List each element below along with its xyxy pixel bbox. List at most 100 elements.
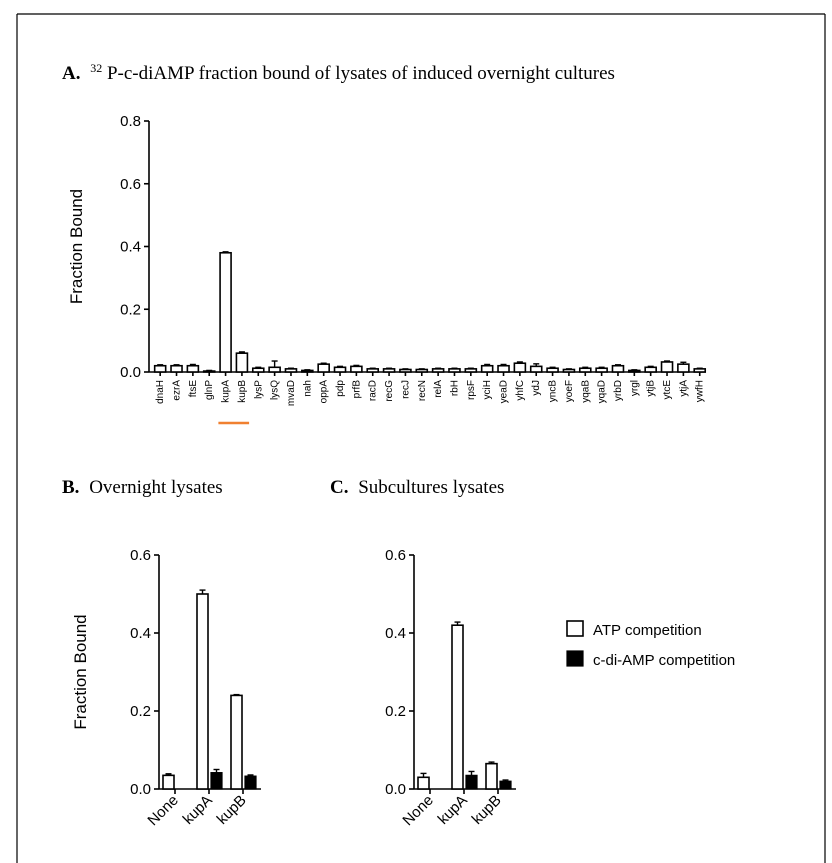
- chart-a-x-tick-label: prfB: [351, 380, 362, 399]
- chart-a-x-tick-label: ytcE: [662, 380, 673, 400]
- chart-a-y-tick-label: 0.4: [120, 239, 141, 256]
- chart-a-y-tick-label: 0.8: [120, 113, 141, 130]
- chart-a-bar-ytjB: [644, 366, 657, 373]
- chart-a-bar-kupA: [219, 251, 232, 373]
- panel-c-label: C.: [330, 477, 348, 498]
- chart-b-bar-kupA-atp: [196, 593, 209, 790]
- chart-a-bar-yncB: [546, 367, 559, 373]
- chart-a-y-tick-label: 0.6: [120, 176, 141, 193]
- chart-a-x-tick-label: recN: [417, 380, 428, 401]
- chart-b-y-axis-label: Fraction Bound: [71, 614, 90, 729]
- chart-a-x-tick-label: yhfC: [515, 380, 526, 401]
- chart-a-bar-rbH: [448, 368, 461, 373]
- chart-a-x-tick-label: oppA: [319, 380, 330, 404]
- chart-a-bar-rpsF: [464, 368, 478, 373]
- legend-swatch-cdiamp: [566, 650, 584, 667]
- panel-b-title: B. Overnight lysates: [62, 477, 223, 498]
- chart-c-bar-None-atp: [417, 776, 430, 790]
- chart-a-x-tick-label: ytjB: [646, 380, 657, 397]
- chart-a-bar-mvaD: [284, 368, 298, 373]
- chart-a-bar-yqaB: [578, 367, 592, 373]
- chart-a-bar-yeaD: [497, 364, 510, 373]
- chart-a-bar-lysP: [251, 367, 265, 373]
- chart-a-bar-glnP: [202, 370, 216, 373]
- chart-a-bar-prfB: [350, 365, 363, 373]
- chart-a-bar-dnaH: [153, 364, 167, 373]
- chart-a-bar-ytjA: [677, 363, 690, 373]
- chart-a-x-tick-label: ftsE: [188, 380, 199, 398]
- chart-a-bar-yqaD: [595, 367, 608, 373]
- chart-b-y-tick-label: 0.6: [130, 547, 151, 564]
- chart-a-y-tick-label: 0.2: [120, 301, 141, 318]
- chart-a-x-tick-label: ydJ: [531, 380, 542, 396]
- chart-b-x-tick-label: kupA: [180, 792, 216, 828]
- chart-a-bar-yoeF: [562, 368, 576, 373]
- chart-a-x-tick-label: yciH: [482, 380, 493, 399]
- chart-a-x-tick-label: ywfH: [695, 380, 706, 402]
- chart-a-bar-yrgl: [628, 369, 641, 373]
- chart-a-x-tick-label: rbH: [449, 380, 460, 396]
- panel-a-title-superscript: 32: [90, 61, 102, 75]
- chart-b-bar-kupA-cdiamp: [210, 772, 223, 790]
- chart-c-bar-kupA-atp: [451, 624, 464, 790]
- chart-c-bar-kupA-cdiamp: [465, 774, 478, 790]
- chart-a-x-tick-label: racD: [368, 380, 379, 401]
- chart-a-bar-yhfC: [513, 362, 527, 373]
- panel-b-label: B.: [62, 477, 79, 498]
- panel-b-title-text: Overnight lysates: [89, 477, 223, 498]
- chart-a-x-tick-label: rpsF: [466, 380, 477, 400]
- chart-c-y-tick-label: 0.4: [385, 625, 406, 642]
- chart-c-y-tick-label: 0.6: [385, 547, 406, 564]
- chart-a-x-tick-label: nah: [302, 380, 313, 397]
- chart-a-x-tick-label: pdp: [335, 380, 346, 397]
- chart-a-bar-ftsE: [186, 364, 200, 373]
- chart-a-x-tick-label: yqaB: [580, 380, 591, 403]
- legend: ATP competition c-di-AMP competition: [566, 620, 735, 669]
- legend-label-cdiamp: c-di-AMP competition: [593, 652, 735, 669]
- chart-a-bar-ezrA: [170, 364, 183, 373]
- chart-b-bar-None-atp: [162, 774, 175, 790]
- chart-b-y-tick-label: 0.2: [130, 703, 151, 720]
- chart-a-bar-yciH: [480, 364, 494, 373]
- chart-b-y-tick-label: 0.0: [130, 781, 151, 798]
- panel-a-title-text: P-c-diAMP fraction bound of lysates of i…: [107, 63, 615, 84]
- chart-a-bar-ydJ: [529, 365, 543, 373]
- chart-a-bar-recG: [382, 368, 396, 373]
- chart-b-y-tick-label: 0.4: [130, 625, 151, 642]
- legend-label-atp: ATP competition: [593, 622, 702, 639]
- chart-a-x-tick-label: ytjA: [678, 380, 689, 397]
- chart-a: 0.0 0.2 0.4 0.6 0.8 Fraction Bound dnaH ezrA fts…: [67, 113, 707, 425]
- chart-a-x-tick-label: ezrA: [172, 380, 183, 401]
- panel-a-label: A.: [62, 63, 80, 84]
- chart-a-x-tick-label: kupB: [237, 380, 248, 403]
- chart-a-bar-oppA: [317, 363, 330, 373]
- chart-a-x-tick-label: lysQ: [270, 380, 281, 400]
- panel-c-title-text: Subcultures lysates: [358, 477, 504, 498]
- chart-a-x-tick-label: lysP: [253, 380, 264, 399]
- chart-a-bar-racD: [366, 368, 380, 373]
- chart-a-x-tick-label: kupA: [221, 380, 232, 403]
- chart-a-bar-relA: [431, 368, 445, 373]
- chart-a-bar-nah: [301, 369, 314, 373]
- chart-a-y-axis-label: Fraction Bound: [67, 189, 86, 304]
- chart-c-bar-kupB-atp: [485, 762, 498, 790]
- chart-a-x-tick-label: relA: [433, 380, 444, 398]
- chart-c-x-tick-label: kupA: [435, 792, 471, 828]
- chart-c-y-tick-label: 0.2: [385, 703, 406, 720]
- chart-a-x-tick-label: dnaH: [155, 380, 166, 404]
- chart-a-x-tick-label: glnP: [204, 380, 215, 400]
- chart-a-x-tick-label: recJ: [400, 380, 411, 399]
- legend-swatch-atp: [566, 620, 584, 637]
- chart-b-bar-kupB-atp: [230, 694, 243, 790]
- chart-a-x-tick-label: recG: [384, 380, 395, 402]
- chart-a-x-tick-label: mvaD: [286, 380, 297, 406]
- chart-a-x-tick-label: yeaD: [499, 380, 510, 403]
- chart-a-x-tick-label: yrgl: [629, 380, 640, 396]
- chart-a-bar-kupB: [235, 352, 249, 373]
- chart-a-x-tick-label: yrbD: [613, 380, 624, 401]
- chart-a-bar-recN: [415, 368, 429, 373]
- chart-a-bar-ytcE: [660, 361, 674, 373]
- chart-b-bar-kupB-cdiamp: [244, 775, 257, 790]
